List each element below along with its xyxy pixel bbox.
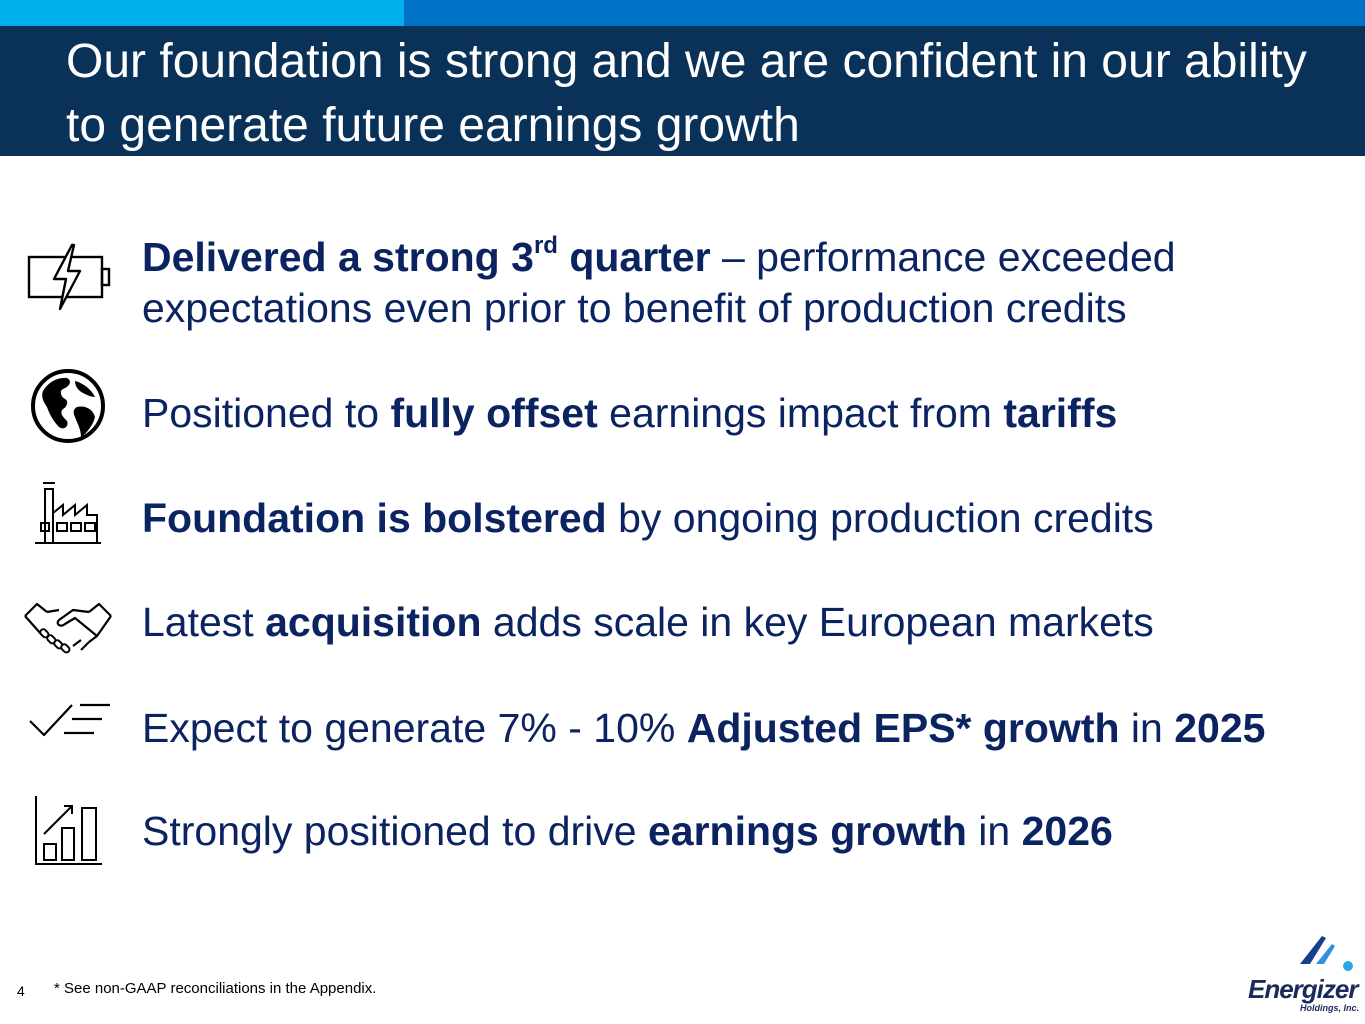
top-accent-bar-light [0, 0, 404, 26]
growth-chart-icon [22, 784, 114, 876]
bullet-bold-text: fully offset [390, 390, 598, 436]
battery-bolt-icon [22, 230, 114, 322]
slide-title: Our foundation is strong and we are conf… [66, 35, 1307, 152]
top-accent-bar [404, 0, 1365, 26]
bullet-text: in [1119, 705, 1175, 751]
title-band [0, 26, 1365, 156]
bullet-bold-text: Adjusted EPS* growth [686, 705, 1120, 751]
bullet-text: in [966, 808, 1022, 854]
bullet-bold-text: earnings growth [647, 808, 967, 854]
bullet-text: – performance exceeded [710, 234, 1176, 280]
bullet-bold-text: tariffs [1003, 390, 1118, 436]
handshake-icon [22, 580, 114, 672]
page-number: 4 [17, 983, 25, 999]
bullet-text: by ongoing production credits [606, 495, 1154, 541]
bullet-text: adds scale in key European markets [481, 599, 1154, 645]
bullet-text: Expect to generate 7% - 10% [142, 705, 687, 751]
globe-icon [22, 360, 114, 452]
bullet-bold-text: Delivered a strong 3 [142, 234, 534, 280]
bullet-bold-text: acquisition [265, 599, 482, 645]
factory-icon [22, 466, 114, 558]
energizer-logo: Energizer Holdings, Inc. [1240, 930, 1360, 1020]
footnote: * See non-GAAP reconciliations in the Ap… [54, 980, 377, 997]
bullet-bold-text: quarter [557, 234, 711, 280]
bullet-text: Strongly positioned to drive [142, 808, 648, 854]
energizer-logo-mark [1300, 936, 1353, 971]
bullet-bold-text: Foundation is bolstered [142, 495, 607, 541]
bullet-text: Positioned to [142, 390, 391, 436]
bullet-bold-text: 2026 [1021, 808, 1113, 854]
bullet-text-line2: expectations even prior to benefit of pr… [142, 285, 1127, 331]
bullet-bold-text: 2025 [1174, 705, 1266, 751]
bullet-superscript: rd [533, 232, 558, 259]
logo-subtitle: Holdings, Inc. [1300, 1003, 1360, 1013]
bullet-text: Latest [142, 599, 266, 645]
checklist-icon [22, 676, 114, 768]
logo-wordmark: Energizer [1248, 974, 1358, 1004]
bullet-text: earnings impact from [597, 390, 1004, 436]
